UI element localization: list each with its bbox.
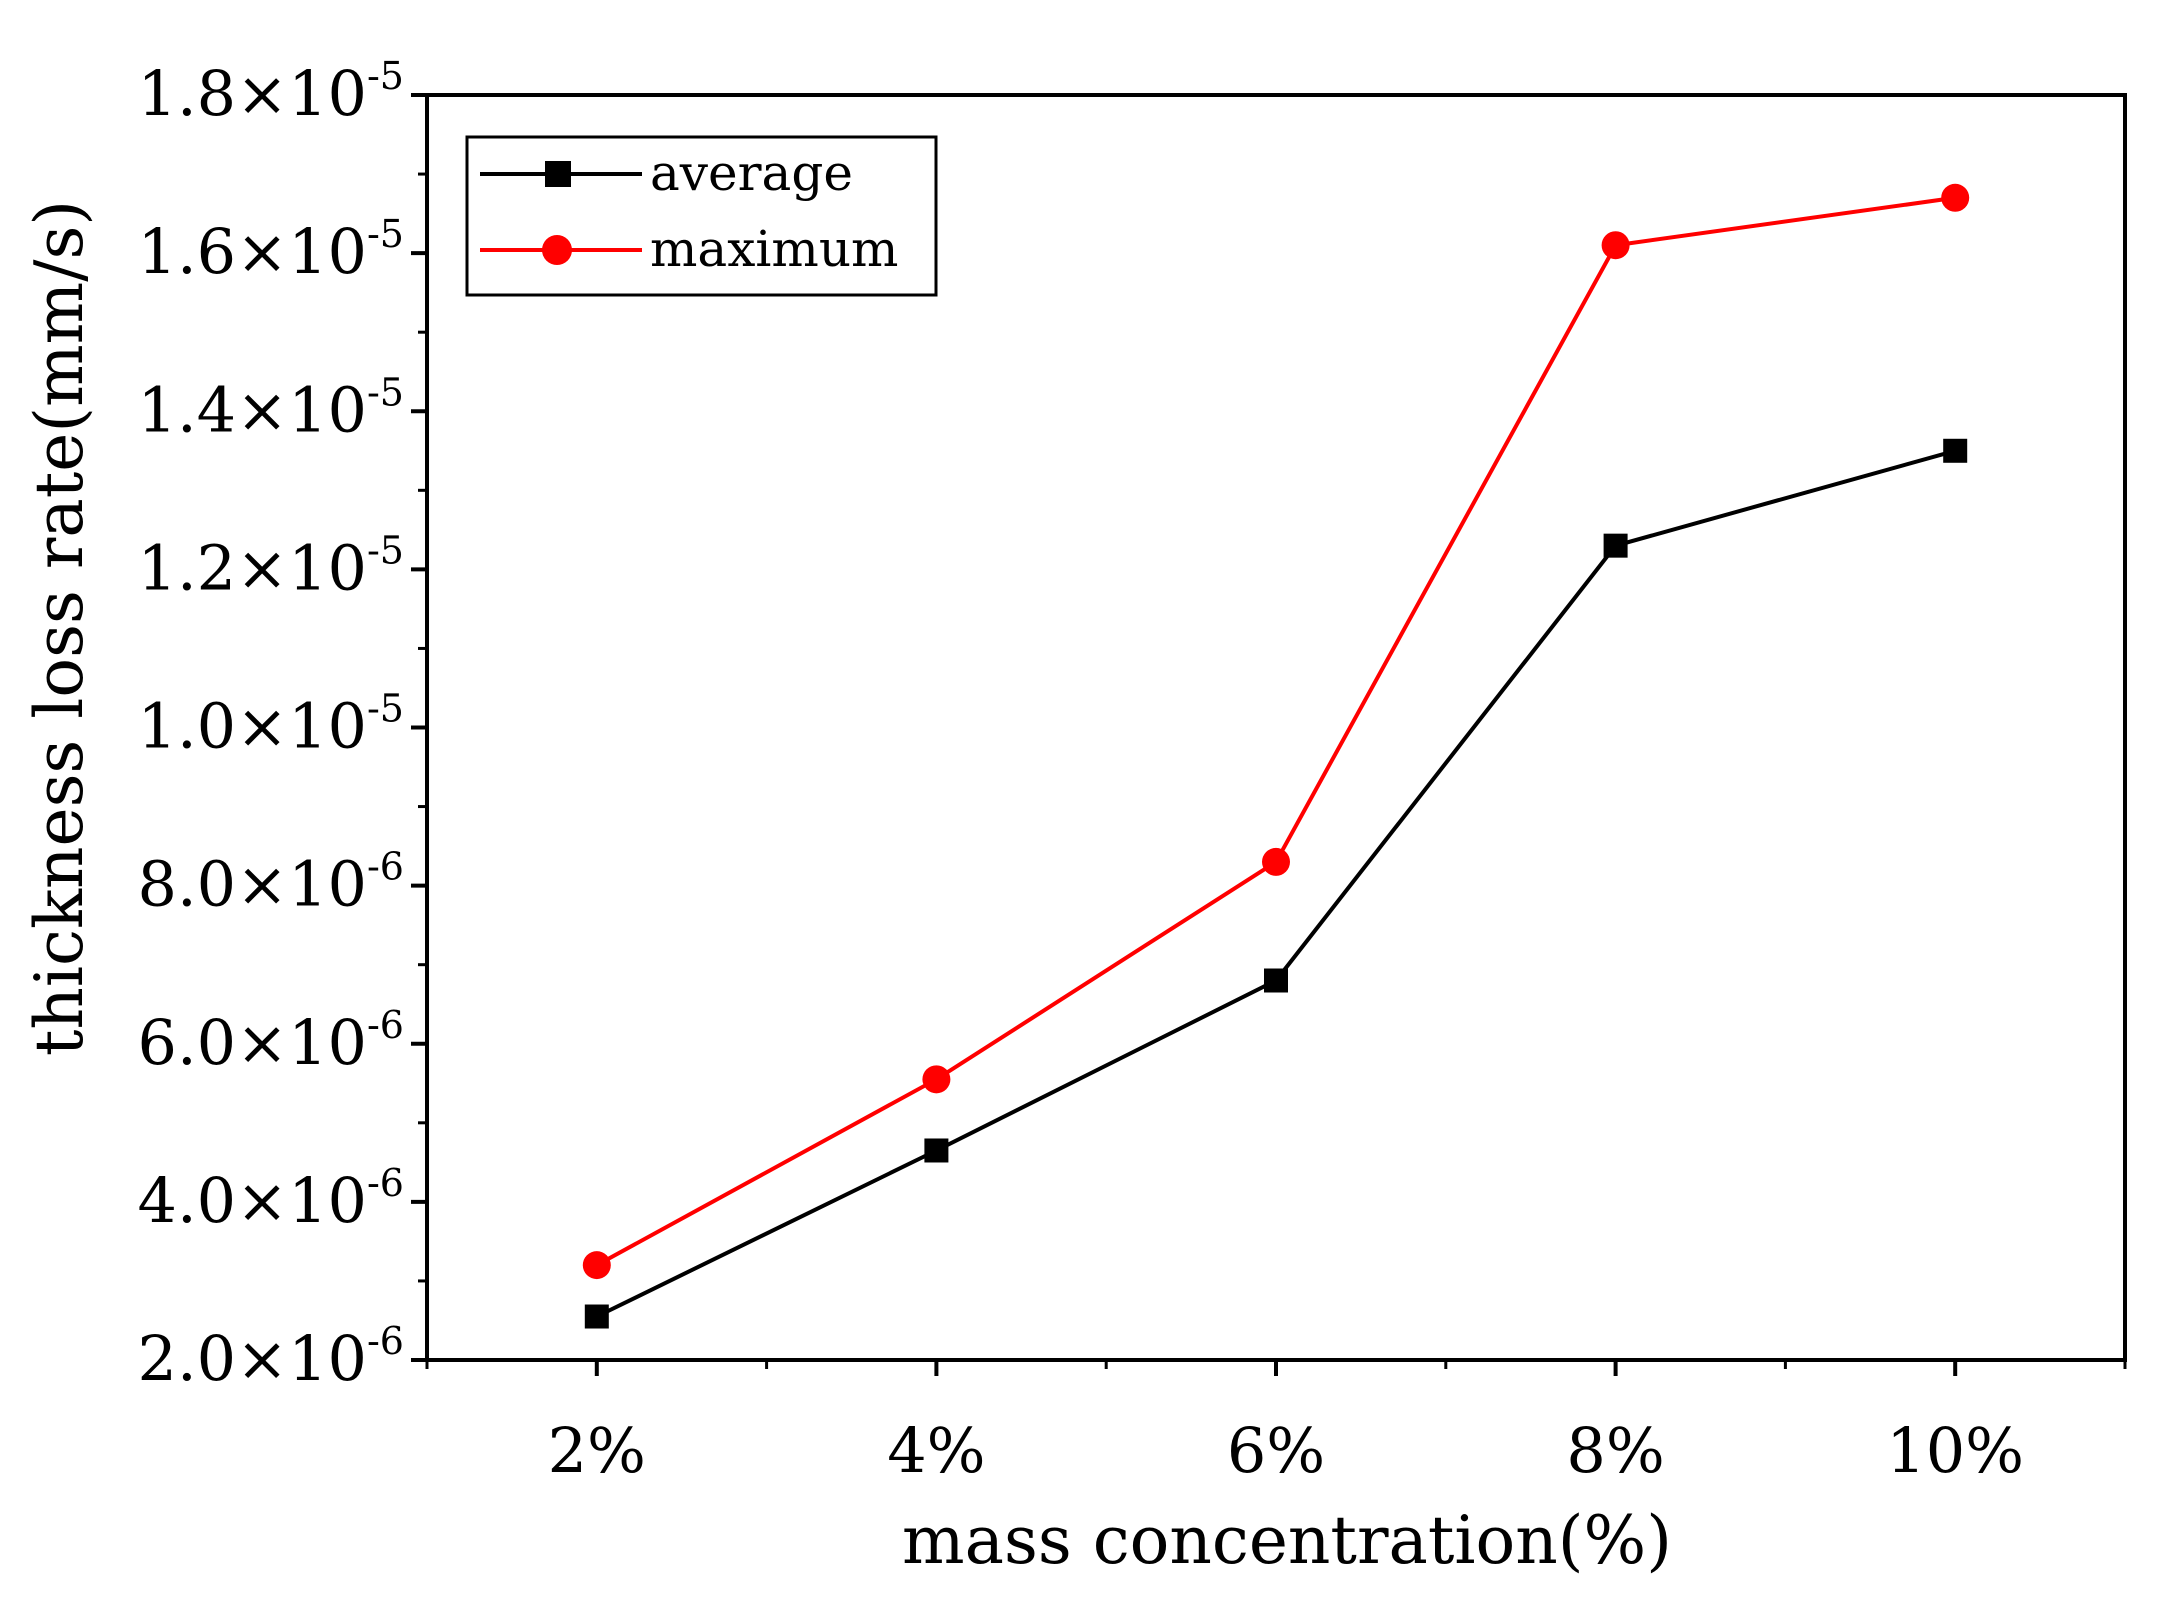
- y-tick-exponent: -5: [367, 54, 404, 98]
- x-axis-title: mass concentration(%): [902, 1502, 1672, 1579]
- data-point-average: [1943, 438, 1968, 463]
- y-tick-exponent: -5: [367, 370, 404, 414]
- y-tick-label: 6.0×10-6: [138, 1003, 404, 1079]
- y-tick-label: 1.8×10-5: [138, 54, 404, 130]
- y-tick-exponent: -6: [367, 1003, 404, 1047]
- y-tick-mantissa: 1.6×10: [138, 215, 367, 288]
- y-tick-mantissa: 6.0×10: [138, 1006, 367, 1079]
- data-point-maximum: [1941, 183, 1970, 212]
- y-tick-exponent: -5: [367, 212, 404, 256]
- y-tick-exponent: -5: [367, 528, 404, 572]
- y-tick-label: 4.0×10-6: [138, 1161, 404, 1237]
- x-tick-label: 8%: [1566, 1414, 1664, 1487]
- legend-label-maximum: maximum: [650, 220, 898, 278]
- data-point-maximum: [1601, 231, 1630, 260]
- y-tick-exponent: -5: [367, 687, 404, 731]
- legend-marker-average: [545, 161, 571, 187]
- x-tick-label: 4%: [887, 1414, 985, 1487]
- x-tick-label: 6%: [1227, 1414, 1325, 1487]
- y-tick-mantissa: 1.4×10: [138, 373, 367, 446]
- y-tick-mantissa: 2.0×10: [138, 1322, 367, 1395]
- y-tick-mantissa: 1.2×10: [138, 531, 367, 604]
- data-point-maximum: [582, 1251, 611, 1280]
- y-tick-exponent: -6: [367, 1161, 404, 1205]
- legend-label-average: average: [650, 144, 853, 202]
- x-tick-label: 2%: [548, 1414, 646, 1487]
- series: [582, 183, 1970, 1329]
- y-tick-label: 1.4×10-5: [138, 370, 404, 446]
- series-line-maximum: [595, 195, 1956, 1267]
- data-point-maximum: [1262, 847, 1290, 876]
- y-tick-mantissa: 4.0×10: [138, 1164, 367, 1237]
- y-tick-label: 1.0×10-5: [138, 687, 404, 763]
- data-point-average: [924, 1138, 949, 1163]
- y-tick-exponent: -6: [367, 1319, 404, 1363]
- series-line-average: [595, 448, 1956, 1319]
- data-point-average: [1264, 968, 1288, 993]
- y-tick-mantissa: 1.8×10: [138, 57, 367, 130]
- y-tick-label: 1.2×10-5: [138, 528, 404, 604]
- ticks: 2.0×10-64.0×10-66.0×10-68.0×10-61.0×10-5…: [138, 54, 2127, 1487]
- y-tick-label: 1.6×10-5: [138, 212, 404, 288]
- x-tick-label: 10%: [1886, 1414, 2024, 1487]
- y-tick-label: 2.0×10-6: [138, 1319, 404, 1395]
- y-axis-title: thickness loss rate(mm/s): [21, 200, 98, 1056]
- y-tick-exponent: -6: [367, 845, 404, 889]
- y-tick-mantissa: 8.0×10: [138, 848, 367, 921]
- legend: average maximum: [465, 135, 938, 297]
- y-tick-label: 8.0×10-6: [138, 845, 404, 921]
- data-point-maximum: [922, 1065, 951, 1094]
- y-tick-mantissa: 1.0×10: [138, 690, 367, 763]
- data-point-average: [1603, 533, 1628, 558]
- legend-marker-maximum: [542, 235, 572, 265]
- data-point-average: [584, 1304, 609, 1329]
